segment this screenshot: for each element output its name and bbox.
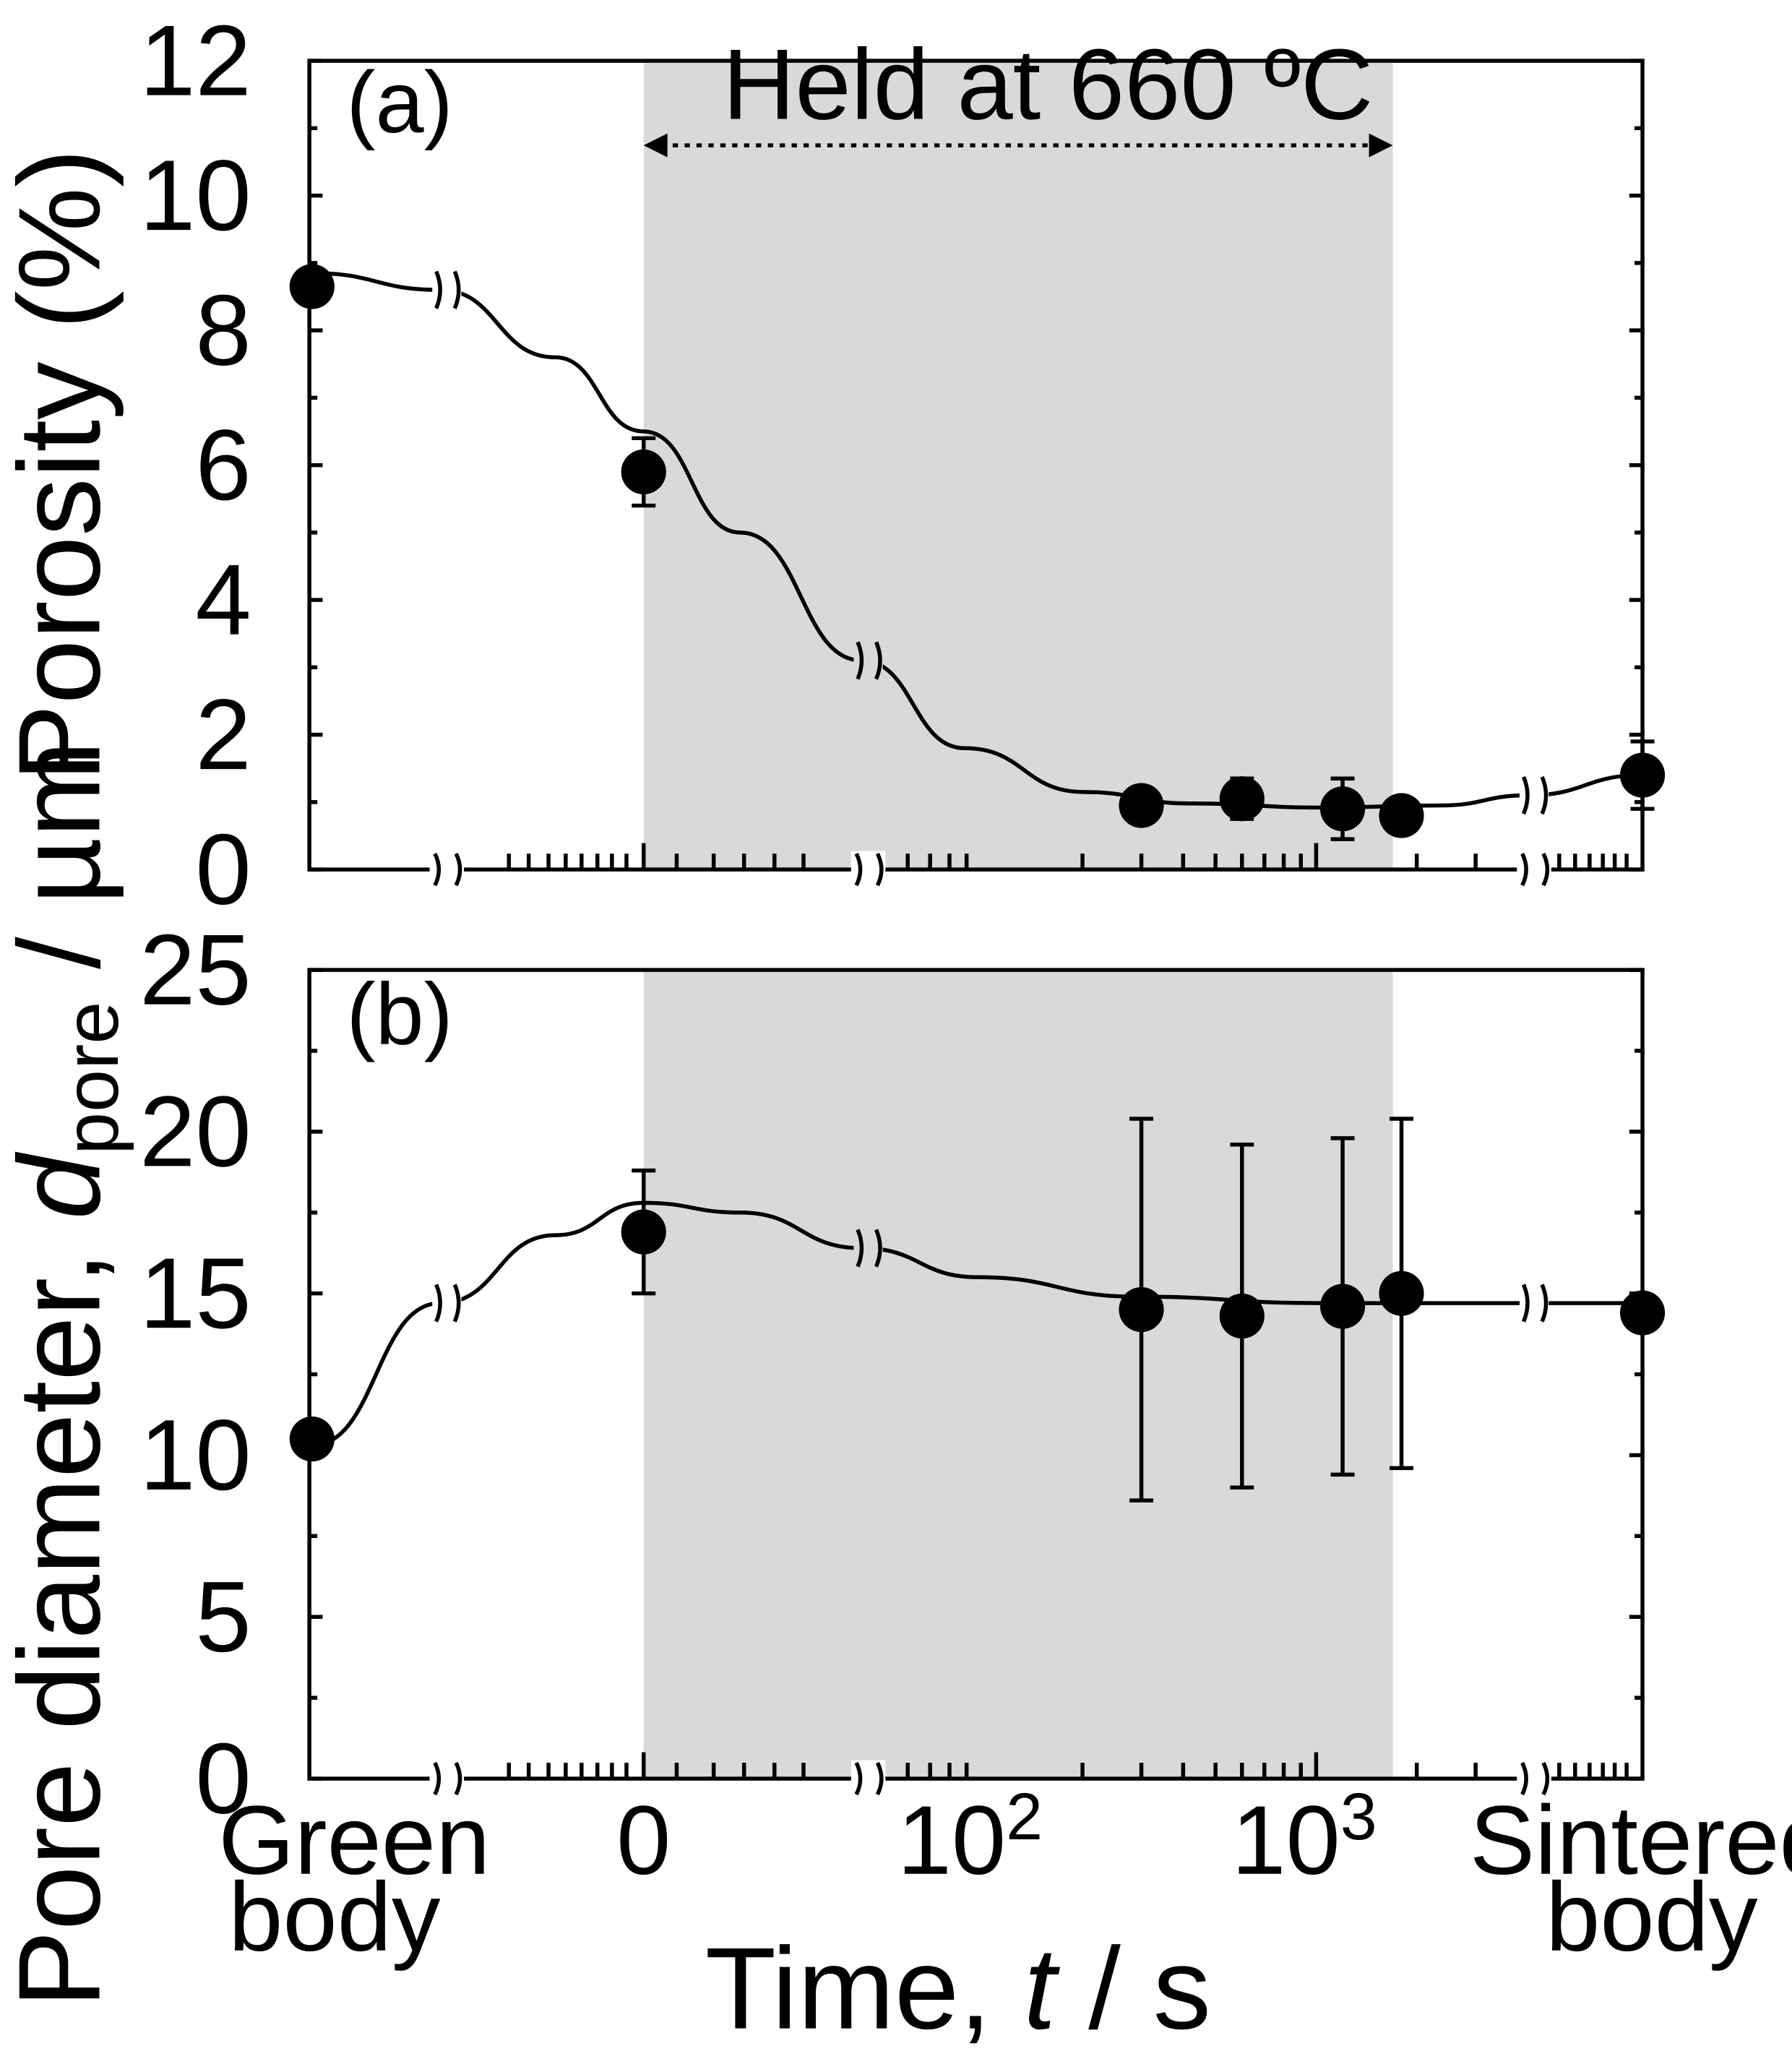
y-tick-label-a: 2 — [195, 679, 251, 791]
axis-break-mark-a — [854, 852, 863, 887]
x-tick-sint-2: body — [1546, 1862, 1758, 1972]
y-tick-label-a: 4 — [195, 544, 251, 656]
x-tick-100: 102 — [897, 1780, 1043, 1895]
x-tick-1000-exp: 3 — [1340, 1780, 1377, 1854]
curve-break-mark-a — [452, 270, 461, 309]
curve-break-mark-b — [1521, 1284, 1530, 1323]
curve-break-mark-b — [874, 1229, 882, 1268]
panel-label-b: (b) — [346, 965, 452, 1062]
x-tick-sint-1: Sintered — [1470, 1786, 1792, 1895]
curve-break-mark-a — [874, 641, 882, 680]
data-point-b — [621, 1209, 666, 1255]
y-tick-label-b: 0 — [195, 1723, 251, 1835]
x-tick-green-1: Green — [218, 1786, 490, 1895]
porosity-panel: 0 2 4 6 8 10 12 (a) Held at 660 ºC Porosity (%… — [0, 5, 1666, 926]
x-tick-green-2: body — [228, 1862, 441, 1972]
data-point-a — [1619, 752, 1666, 798]
data-point-a — [1219, 776, 1265, 822]
data-point-b — [1319, 1284, 1366, 1329]
data-point-a — [1319, 786, 1366, 832]
held-annotation: Held at 660 ºC — [723, 29, 1373, 141]
curve-break-mark-a — [1521, 775, 1530, 815]
data-point-a — [621, 449, 666, 495]
data-point-a — [1379, 793, 1424, 838]
y-tick-label-b: 5 — [195, 1561, 251, 1673]
y-tick-label-a: 10 — [139, 139, 251, 252]
axis-break-mark-a — [1520, 852, 1528, 887]
held-region-shade-b — [643, 971, 1393, 1779]
x-tick-100-exp: 2 — [1006, 1780, 1043, 1854]
y-tick-label-b: 10 — [139, 1399, 251, 1511]
curve-break-mark-a — [856, 641, 864, 680]
x-tick-1000-base: 10 — [1231, 1786, 1340, 1895]
curve-break-mark-a — [434, 270, 442, 309]
axis-break-mark-b — [1520, 1761, 1528, 1796]
held-arrow-left-head — [643, 133, 668, 158]
x-tick-zero: 0 — [616, 1786, 671, 1895]
axis-break-mark-a — [875, 852, 884, 887]
held-arrow-right-head — [1369, 133, 1393, 158]
y-axis-title-b-sub: pore — [49, 1002, 134, 1155]
y-tick-label-a: 12 — [139, 5, 251, 117]
data-point-b — [289, 1417, 335, 1462]
data-point-b — [1619, 1290, 1666, 1336]
axis-break-mark-a — [454, 852, 462, 887]
y-axis-title-b-main: Pore diameter, — [0, 1219, 124, 2008]
data-point-b — [1219, 1293, 1265, 1339]
y-tick-label-a: 6 — [195, 409, 251, 521]
axis-break-mark-b — [454, 1761, 462, 1796]
axis-break-mark-b — [875, 1761, 884, 1796]
y-axis-title-b-var: d — [0, 1151, 124, 1219]
y-axis-title-b-unit: / µm — [0, 741, 124, 1002]
y-tick-label-b: 20 — [139, 1075, 251, 1187]
axis-break-mark-b — [1541, 1761, 1550, 1796]
x-tick-1000: 103 — [1231, 1780, 1377, 1895]
x-axis-title-var: t — [1024, 1924, 1061, 2054]
y-axis-title-b: Pore diameter, dpore / µm — [0, 741, 134, 2008]
data-point-b — [1119, 1286, 1164, 1333]
axis-break-mark-b — [854, 1761, 863, 1796]
curve-break-mark-b — [1540, 1284, 1548, 1323]
y-tick-label-a: 8 — [195, 275, 251, 387]
x-axis-title-unit: / s — [1056, 1924, 1211, 2054]
x-axis-labels: Green body 0 102 103 Sintered body Time,… — [218, 1780, 1792, 2053]
x-tick-100-base: 10 — [897, 1786, 1007, 1895]
data-point-a — [1119, 783, 1164, 828]
y-tick-label-b: 15 — [139, 1237, 251, 1349]
curve-break-mark-b — [856, 1229, 864, 1268]
y-tick-label-a: 0 — [195, 814, 251, 926]
axis-break-mark-b — [433, 1761, 441, 1796]
data-point-a — [289, 264, 335, 309]
curve-break-mark-b — [434, 1284, 442, 1323]
x-axis-title-main: Time, — [705, 1924, 1024, 2054]
y-tick-label-b: 25 — [139, 914, 251, 1026]
x-axis-title: Time, t / s — [705, 1924, 1211, 2054]
y-axis-title-a: Porosity (%) — [0, 149, 124, 782]
axis-break-mark-a — [433, 852, 441, 887]
data-point-b — [1379, 1271, 1424, 1316]
axis-break-mark-a — [1541, 852, 1550, 887]
held-region-shade-a — [643, 61, 1393, 870]
curve-break-mark-b — [452, 1284, 461, 1323]
panel-label-a: (a) — [346, 53, 452, 151]
curve-break-mark-a — [1540, 775, 1548, 815]
